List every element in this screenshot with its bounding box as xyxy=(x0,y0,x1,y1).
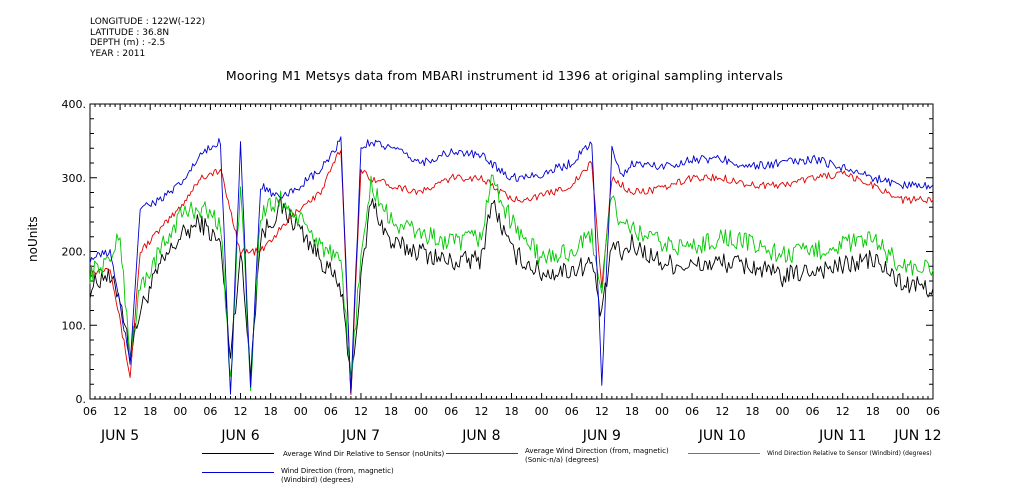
x-tick-label: 06 xyxy=(565,405,579,418)
x-tick-label: 06 xyxy=(203,405,217,418)
x-day-label: JUN 8 xyxy=(461,428,500,444)
y-tick-label: 300. xyxy=(62,172,87,185)
x-tick-label: 12 xyxy=(354,405,368,418)
x-tick-label: 00 xyxy=(294,405,308,418)
x-tick-label: 00 xyxy=(173,405,187,418)
legend-label-green: Wind Direction Relative to Sensor (Windb… xyxy=(767,450,932,457)
x-tick-label: 00 xyxy=(535,405,549,418)
x-day-label: JUN 6 xyxy=(220,428,259,444)
x-tick-label: 06 xyxy=(806,405,820,418)
y-tick-label: 200. xyxy=(62,246,87,259)
legend-label-blue: Wind Direction (from, magnetic) (Windbir… xyxy=(281,467,394,484)
y-tick-label: 100. xyxy=(62,319,87,332)
meta-longitude: LONGITUDE : 122W(-122) xyxy=(90,17,206,27)
series-lines xyxy=(89,136,934,395)
meta-year: YEAR : 2011 xyxy=(90,48,146,59)
x-tick-label: 12 xyxy=(113,405,127,418)
x-tick-label: 18 xyxy=(505,405,519,418)
x-day-label: JUN 11 xyxy=(818,428,866,444)
legend-swatch-red xyxy=(446,453,518,454)
x-day-label: JUN 12 xyxy=(893,428,941,444)
x-tick-label: 18 xyxy=(384,405,398,418)
series-line-1 xyxy=(89,150,934,395)
y-tick-label: 400. xyxy=(62,98,87,111)
x-tick-label: 06 xyxy=(324,405,338,418)
x-tick-label: 00 xyxy=(655,405,669,418)
legend-swatch-blue xyxy=(202,472,274,473)
x-tick-label: 18 xyxy=(264,405,278,418)
x-tick-label: 18 xyxy=(625,405,639,418)
meta-latitude: LATITUDE : 36.8N xyxy=(90,27,170,38)
legend-label-black: Average Wind Dir Relative to Sensor (noU… xyxy=(283,450,445,458)
x-tick-label: 18 xyxy=(866,405,880,418)
x-day-label: JUN 7 xyxy=(341,428,380,444)
x-tick-label: 18 xyxy=(745,405,759,418)
y-tick-label: 0. xyxy=(76,393,87,406)
x-tick-label: 12 xyxy=(595,405,609,418)
legend-swatch-green xyxy=(688,453,760,454)
x-day-label: JUN 10 xyxy=(698,428,746,444)
x-tick-label: 12 xyxy=(836,405,850,418)
metadata-block: LONGITUDE : 122W(-122) LATITUDE : 36.8N … xyxy=(90,17,205,59)
axis-ticks xyxy=(89,103,934,400)
legend-label-red: Average Wind Direction (from, magnetic) … xyxy=(525,447,669,464)
x-day-label: JUN 5 xyxy=(100,428,139,444)
x-tick-label: 06 xyxy=(444,405,458,418)
meta-depth: DEPTH (m) : -2.5 xyxy=(90,38,166,48)
x-tick-label: 12 xyxy=(234,405,248,418)
y-axis-label: noUnits xyxy=(26,216,40,262)
x-tick-label: 18 xyxy=(143,405,157,418)
x-tick-label: 00 xyxy=(775,405,789,418)
plot-frame xyxy=(89,103,934,400)
x-tick-label: 06 xyxy=(685,405,699,418)
axis-labels: 0. 100. 200. 300. 400. 06 12 18 00 06 12 18 00 06 12 18… xyxy=(62,98,942,444)
x-tick-label: 06 xyxy=(83,405,97,418)
x-tick-label: 00 xyxy=(896,405,910,418)
series-line-3 xyxy=(89,136,934,395)
x-day-label: JUN 9 xyxy=(582,428,621,444)
x-tick-label: 00 xyxy=(414,405,428,418)
series-line-0 xyxy=(89,197,934,395)
x-tick-label: 06 xyxy=(926,405,940,418)
x-tick-label: 12 xyxy=(474,405,488,418)
x-tick-label: 12 xyxy=(715,405,729,418)
series-line-2 xyxy=(89,174,934,392)
legend-swatch-black xyxy=(202,453,274,454)
chart-title: Mooring M1 Metsys data from MBARI instru… xyxy=(225,68,784,83)
